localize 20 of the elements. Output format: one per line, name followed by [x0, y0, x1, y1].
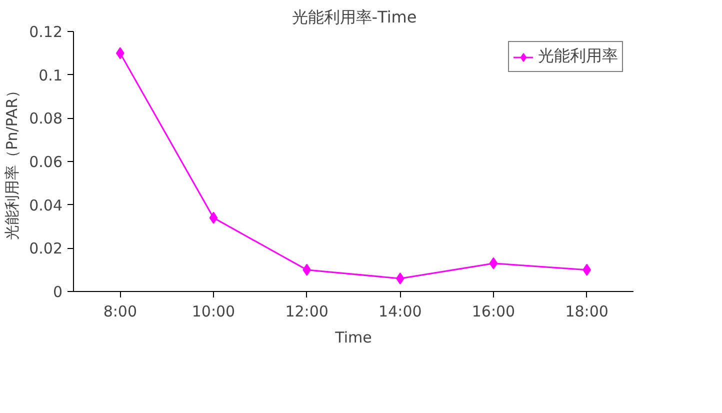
point	[489, 257, 498, 270]
y-tick-label: 0.06	[29, 153, 63, 171]
x-tick-label: 14:00	[378, 302, 422, 320]
chart-title: 光能利用率-Time	[292, 8, 417, 26]
y-tick-label: 0.12	[29, 23, 63, 41]
y-tick-label: 0.08	[29, 110, 63, 128]
y-tick-label: 0.02	[29, 240, 63, 258]
legend-label: 光能利用率	[538, 46, 618, 67]
point	[396, 272, 404, 284]
x-tick-label: 18:00	[565, 302, 608, 320]
y-tick-label: 0.1	[38, 66, 63, 84]
x-tick-label: 12:00	[285, 302, 328, 320]
x-tick-label: 16:00	[472, 302, 516, 320]
y-tick-label: 0	[52, 283, 63, 301]
y-tick-label: 0.04	[29, 196, 63, 214]
x-axis-title: Time	[334, 328, 372, 346]
point	[209, 212, 218, 224]
x-tick-label: 10:00	[192, 302, 236, 320]
x-tick-label: 8:00	[103, 302, 138, 320]
y-axis-title: 光能利用率（Pn/PAR）	[3, 82, 22, 240]
